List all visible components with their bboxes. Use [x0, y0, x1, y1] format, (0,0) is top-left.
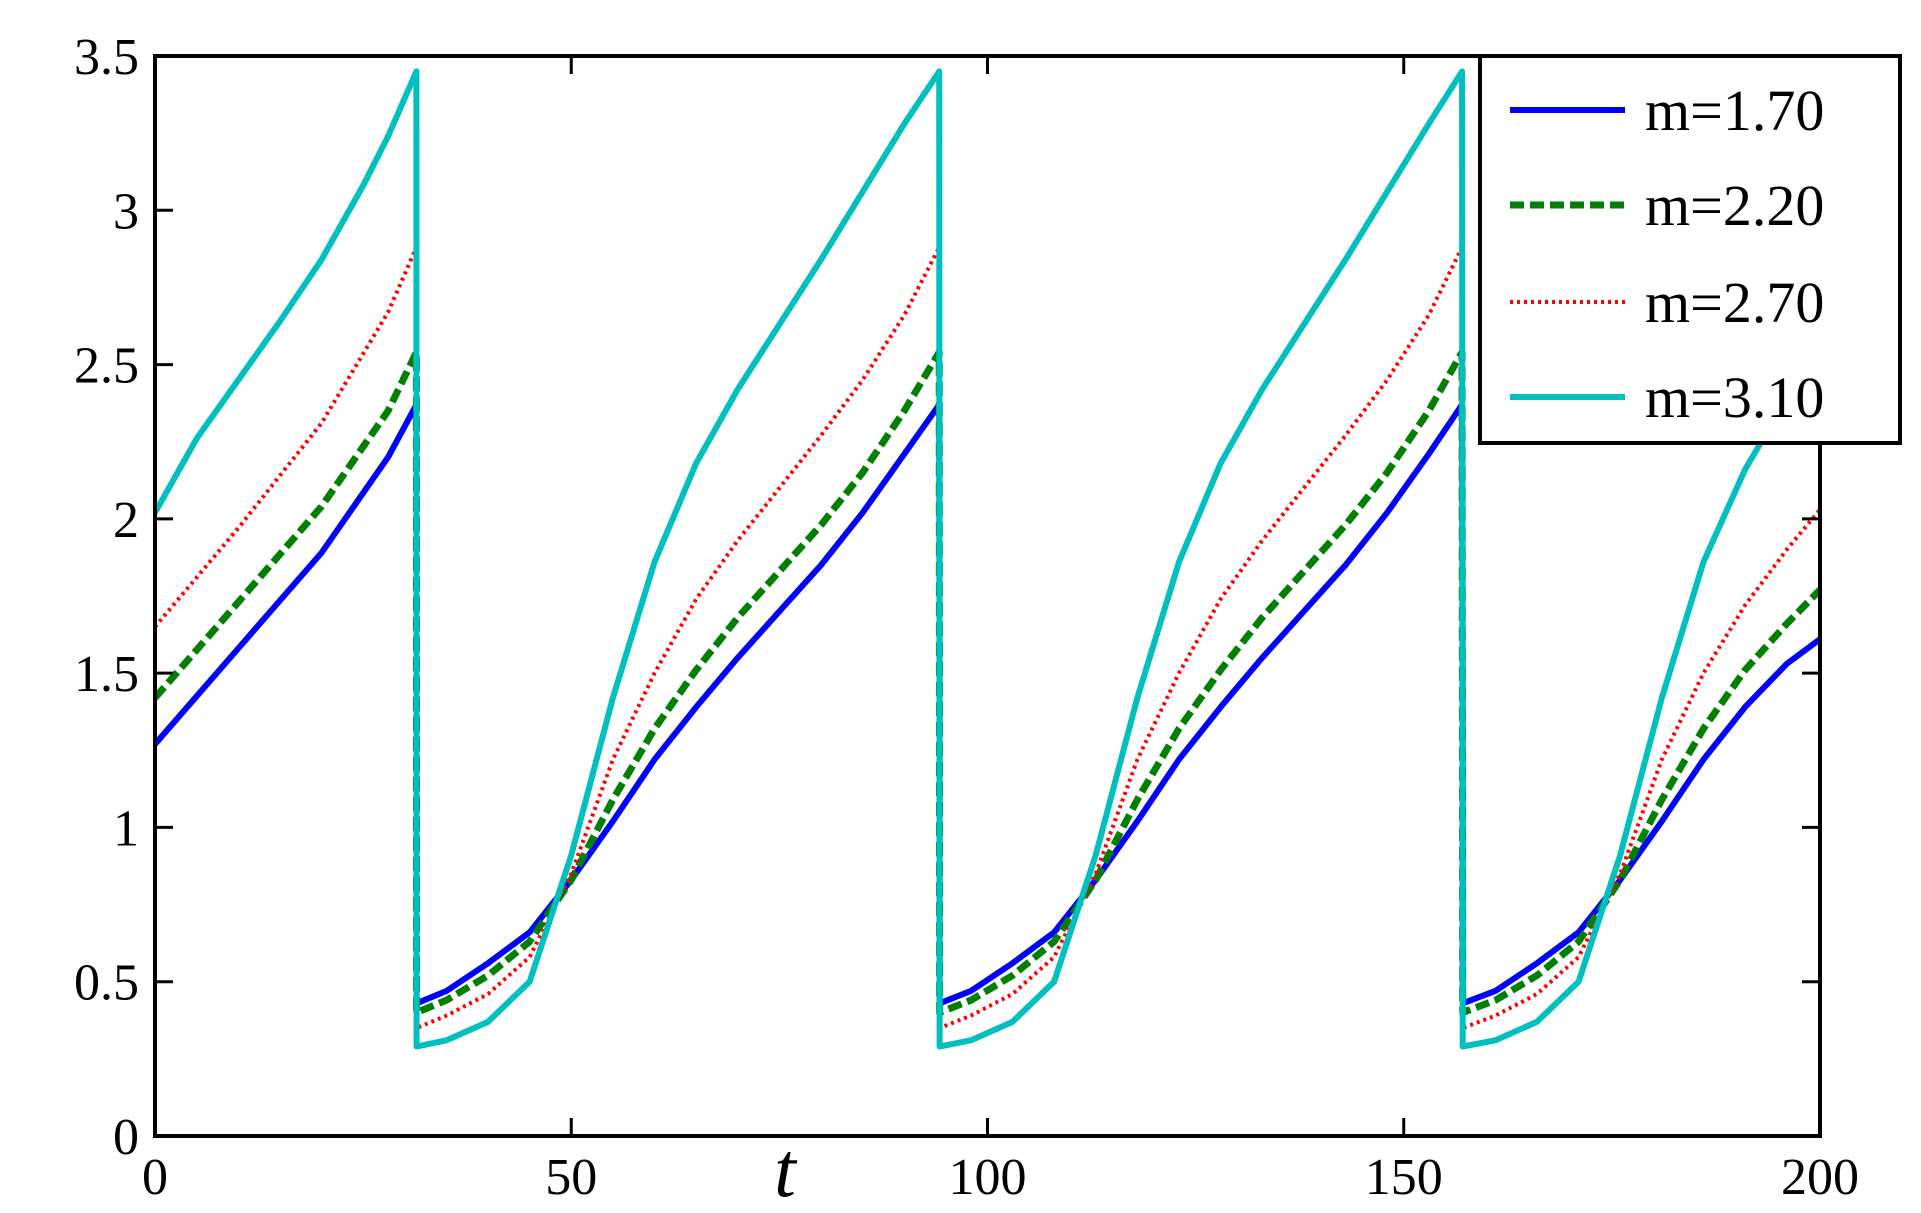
- legend-label-1: m=1.70: [1645, 78, 1824, 143]
- y-tick-label: 1: [113, 800, 139, 857]
- series-line-1: [155, 401, 1820, 1007]
- x-axis-label: t: [774, 1126, 798, 1213]
- x-tick-label: 0: [142, 1149, 168, 1206]
- y-tick-label: 1.5: [74, 646, 139, 703]
- y-tick-label: 0: [113, 1109, 139, 1166]
- legend: m=1.70 m=2.20 m=2.70 m=3.10: [1478, 54, 1902, 445]
- legend-label-4: m=3.10: [1645, 365, 1824, 430]
- y-tick-label: 2: [113, 492, 139, 549]
- x-tick-label: 100: [949, 1149, 1027, 1206]
- legend-items: m=1.70 m=2.20 m=2.70 m=3.10: [1510, 78, 1824, 430]
- x-tick-label: 50: [545, 1149, 597, 1206]
- series-line-3: [155, 245, 1820, 1030]
- legend-box: [1478, 54, 1902, 445]
- x-tick-label: 150: [1365, 1149, 1443, 1206]
- y-tick-label: 3.5: [74, 29, 139, 86]
- y-tick-label: 3: [113, 183, 139, 240]
- ticks-layer: 0 50 100 150 200 0 0.5 1 1.5 2 2.5 3 3.5: [74, 29, 1859, 1206]
- series-layer: [155, 68, 1820, 1050]
- legend-label-2: m=2.20: [1645, 173, 1824, 238]
- y-tick-label: 0.5: [74, 955, 139, 1012]
- legend-label-3: m=2.70: [1645, 270, 1824, 335]
- y-tick-label: 2.5: [74, 338, 139, 395]
- series-line-2: [155, 348, 1820, 1017]
- x-tick-label: 200: [1781, 1149, 1859, 1206]
- series-line-4: [155, 68, 1820, 1050]
